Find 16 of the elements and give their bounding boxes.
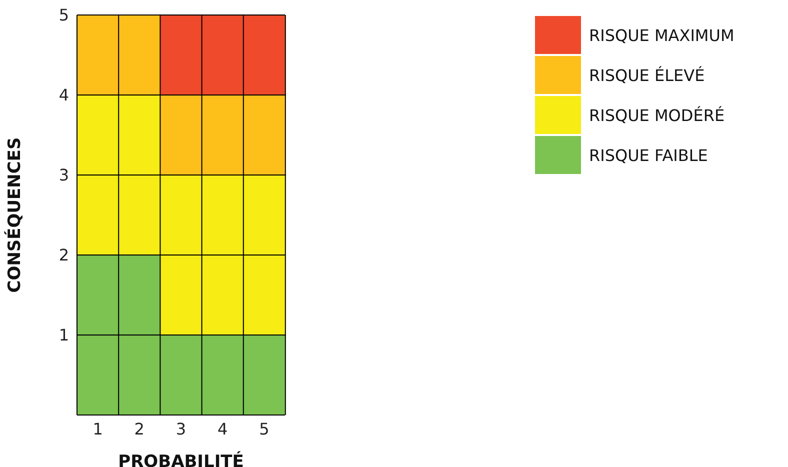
- legend-label: RISQUE FAIBLE: [589, 146, 708, 164]
- x-tick-label: 3: [176, 419, 186, 438]
- x-axis-title: PROBABILITÉ: [118, 451, 244, 467]
- text: RISQUE MODÉRÉ: [589, 106, 725, 124]
- y-tick-label: 4: [58, 86, 69, 105]
- x-tick-label: 2: [134, 419, 144, 438]
- y-tick-label: 2: [58, 246, 69, 265]
- y-tick-label: 3: [58, 166, 69, 185]
- legend-label: RISQUE ÉLEVÉ: [589, 66, 705, 84]
- x-tick-label: 1: [92, 419, 103, 438]
- x-tick-label: 4: [218, 419, 228, 438]
- x-tick-label: 5: [259, 419, 270, 438]
- legend-label: RISQUE MAXIMUM: [589, 26, 734, 44]
- y-axis-title: CONSÉQUENCES: [4, 137, 26, 293]
- y-tick-label: 1: [58, 326, 69, 345]
- y-tick-label: 5: [58, 6, 69, 25]
